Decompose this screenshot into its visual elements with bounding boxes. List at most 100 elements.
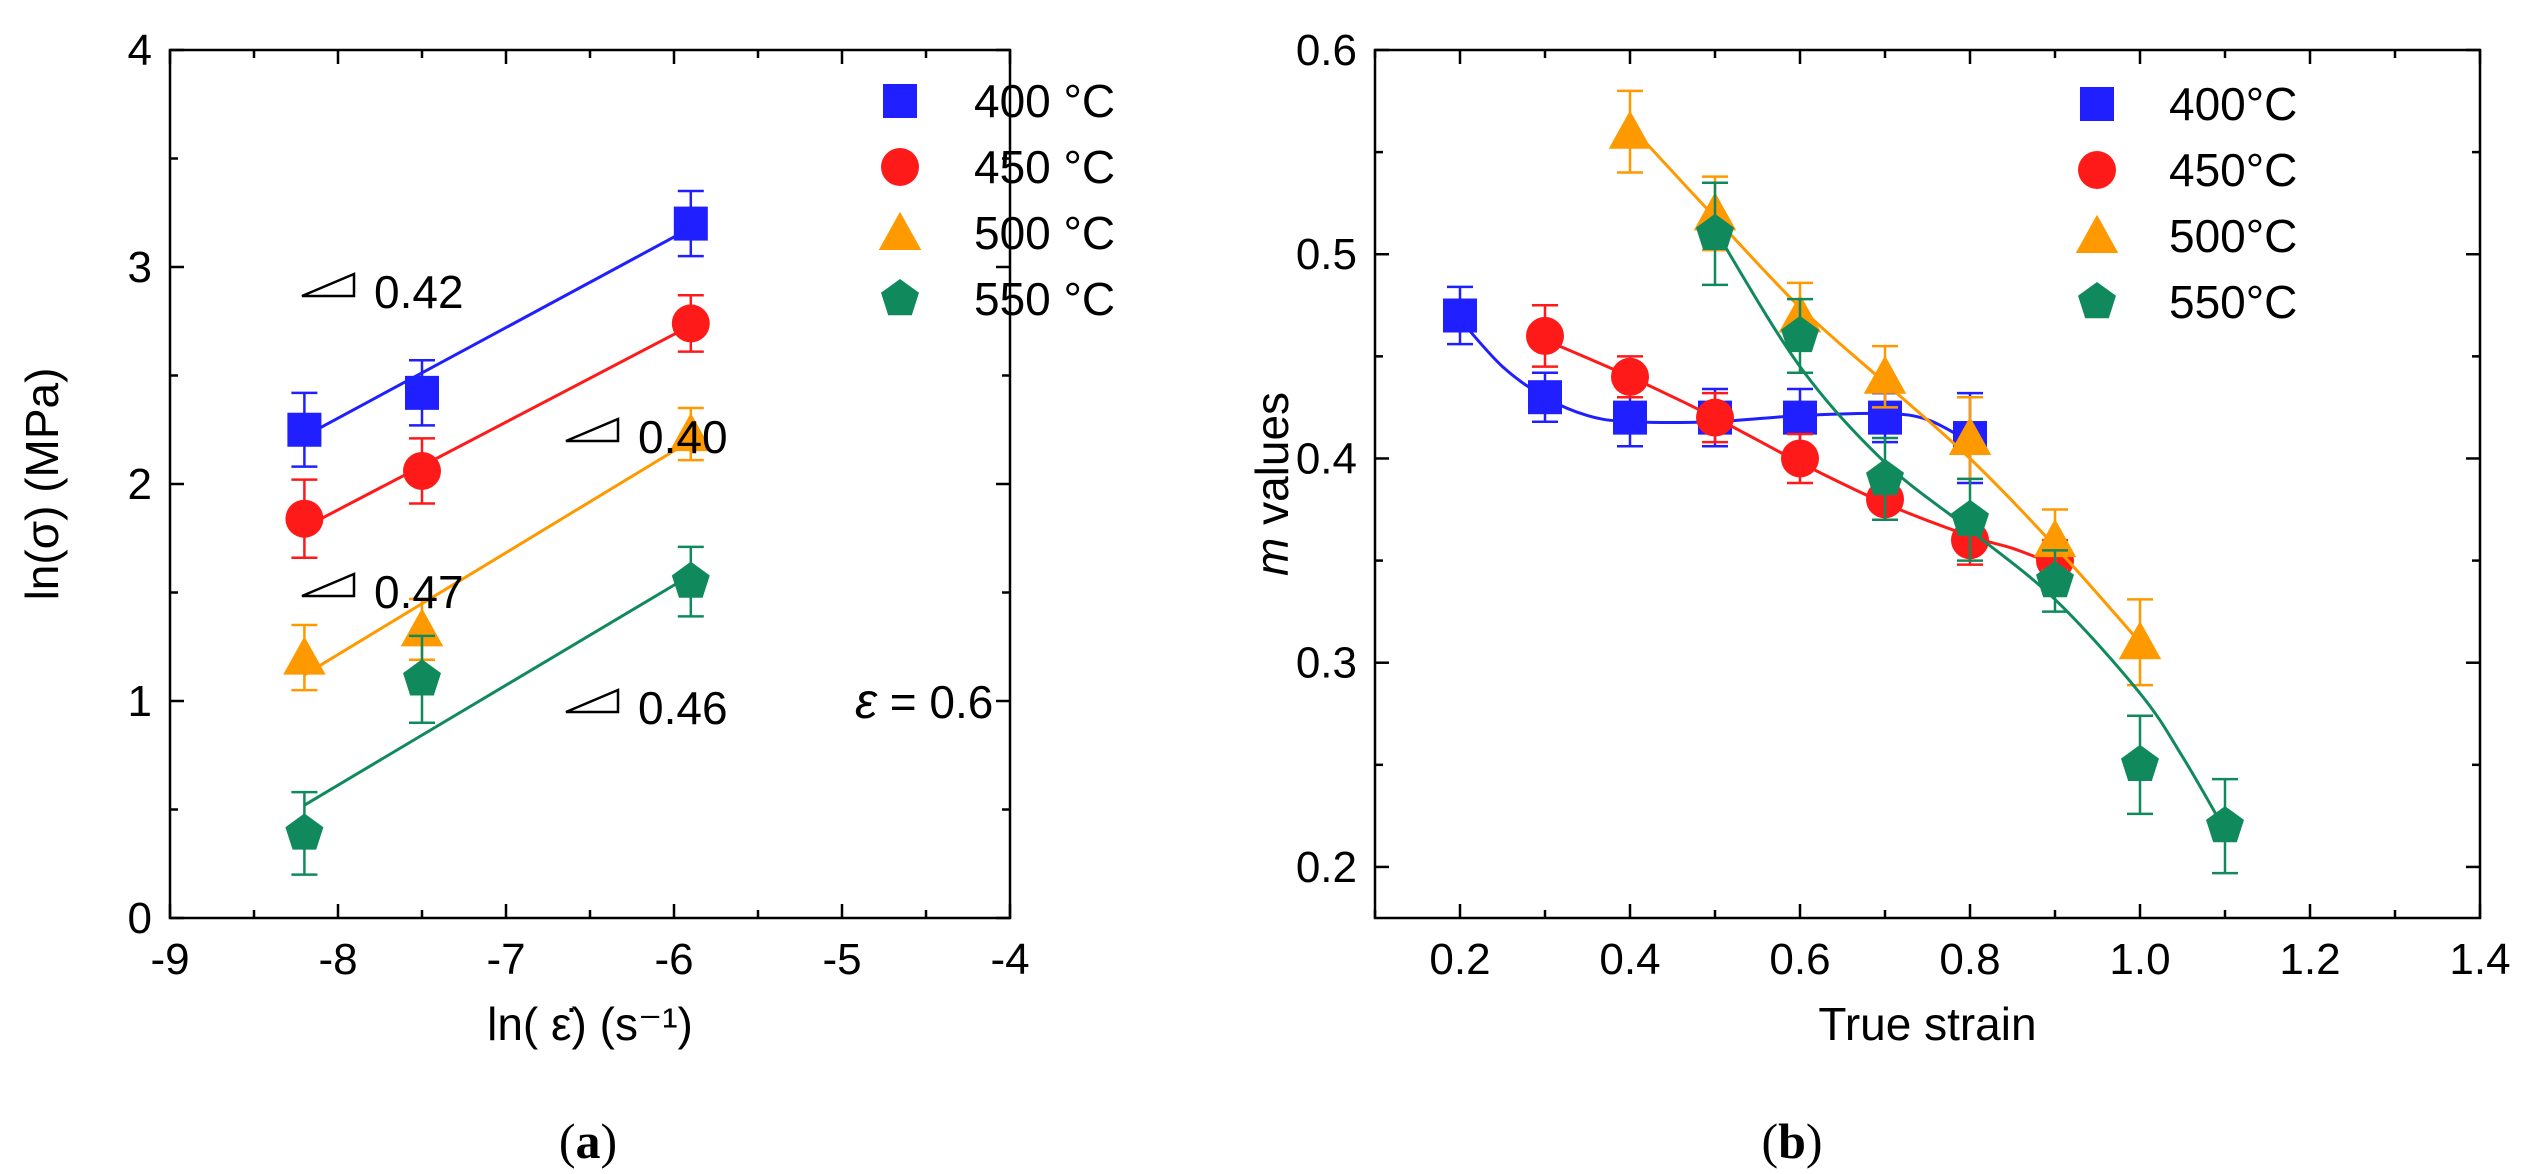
data-point [1443, 298, 1477, 333]
legend-marker-450-c [881, 148, 919, 186]
fit-line [303, 324, 692, 529]
legend-marker-400-c [883, 84, 917, 118]
data-point [1528, 380, 1562, 415]
legend-label-450-c: 450 °C [974, 141, 1115, 193]
data-point [1866, 458, 1904, 496]
legend-label-450-c: 450°C [2169, 144, 2297, 196]
y-tick-label: 0.4 [1296, 434, 1357, 483]
data-point [1611, 357, 1649, 396]
slope-label-400-c: 0.42 [374, 266, 464, 318]
data-point [669, 412, 713, 452]
legend-label-500-c: 500°C [2169, 210, 2297, 262]
slope-label-500-c: 0.47 [374, 566, 464, 618]
data-point [671, 561, 710, 598]
strain-value: = 0.6 [877, 676, 993, 728]
data-point [283, 636, 326, 675]
data-point [1613, 400, 1647, 435]
data-point [2206, 806, 2244, 843]
data-point [1781, 439, 1819, 478]
slope-triangle-550-c [565, 688, 620, 714]
series-500-c [1608, 89, 2162, 687]
legend-marker-550-c [2078, 282, 2116, 319]
y-tick-label: 0.5 [1296, 230, 1357, 279]
data-point [673, 206, 708, 241]
x-tick-label: 1.2 [2279, 935, 2340, 984]
slope-label-450-c: 0.40 [638, 411, 728, 463]
data-point [405, 375, 439, 410]
legend-label-550-c: 550 °C [974, 273, 1115, 325]
data-point [1696, 398, 1734, 437]
y-tick-label: 0.6 [1296, 26, 1357, 75]
x-tick-label: 0.6 [1769, 935, 1830, 984]
data-point [403, 451, 441, 490]
series-450-c [285, 293, 710, 560]
data-point [1781, 315, 1819, 353]
y-tick-label: 1 [128, 677, 152, 726]
legend-marker-400-c [2080, 87, 2114, 121]
data-point [285, 499, 324, 538]
x-tick-label: -4 [990, 935, 1029, 984]
y-tick-label: 0.2 [1296, 843, 1357, 892]
slope-triangle-450-c [565, 417, 620, 443]
panel-b-chart: 0.2 0.4 0.6 0.8 1.0 1.2 1.4 0.2 0.3 0.4 0.5 0.6 True… [1246, 26, 2511, 1050]
fit-line [303, 439, 692, 677]
data-point [1783, 400, 1817, 435]
strain-symbol: ε [855, 673, 878, 729]
data-point [403, 659, 441, 696]
data-point [2121, 744, 2159, 781]
y-axis-label-symbol: m [1246, 538, 1298, 576]
data-point [287, 412, 322, 447]
fit-line [303, 573, 692, 807]
data-point [2033, 518, 2077, 558]
y-axis-label-rest: values [1246, 392, 1298, 538]
data-point [1696, 213, 1734, 250]
plot-frame [168, 48, 1012, 920]
plot-frame [1373, 48, 2482, 920]
x-tick-label: -5 [822, 935, 861, 984]
slope-triangle-500-c [301, 572, 356, 598]
data-point [285, 813, 324, 850]
caption-a: (a) [559, 1113, 617, 1169]
slope-label-550-c: 0.46 [638, 682, 728, 734]
series-550-c [1696, 181, 2244, 875]
y-axis-label: m values [1246, 392, 1298, 576]
x-tick-label: 0.2 [1429, 935, 1490, 984]
series-400-c [287, 189, 708, 468]
x-tick-label: 0.8 [1939, 935, 2000, 984]
x-tick-label: 1.0 [2109, 935, 2170, 984]
strain-annotation: ε = 0.6 [855, 673, 993, 729]
y-tick-label: 0 [128, 894, 152, 943]
legend-marker-500-c [878, 211, 922, 250]
data-point [2118, 621, 2162, 660]
legend-marker-500-c [2075, 214, 2119, 253]
data-point [2036, 561, 2074, 598]
legend-label-400-c: 400 °C [974, 75, 1115, 127]
data-point [1608, 110, 1652, 149]
x-tick-label: 1.4 [2449, 935, 2510, 984]
data-point [1951, 499, 1989, 536]
x-tick-label: 0.4 [1599, 935, 1660, 984]
legend-label-400-c: 400°C [2169, 78, 2297, 130]
fit-line [303, 226, 692, 438]
data-point [1526, 316, 1564, 355]
data-point [1863, 355, 1907, 394]
x-axis-label: True strain [1818, 998, 2036, 1050]
slope-triangle-400-c [301, 272, 356, 298]
legend-marker-550-c [881, 279, 919, 316]
series-550-c [285, 545, 710, 876]
y-axis-label: ln(σ) (MPa) [16, 368, 68, 601]
x-tick-label: -8 [318, 935, 357, 984]
data-point [1948, 416, 1992, 456]
legend-label-500-c: 500 °C [974, 207, 1115, 259]
panel-a-chart: -9 -8 -7 -6 -5 -4 0 1 2 3 4 ln( ε̇) (s⁻¹) ln(σ) (MPa… [16, 26, 1115, 1050]
x-tick-label: -6 [654, 935, 693, 984]
data-point [671, 304, 710, 343]
caption-b: (b) [1761, 1113, 1822, 1169]
legend-marker-450-c [2078, 151, 2116, 189]
y-tick-label: 0.3 [1296, 639, 1357, 688]
series-400-c [1443, 285, 1987, 485]
y-tick-label: 2 [128, 460, 152, 509]
y-tick-label: 3 [128, 243, 152, 292]
x-axis-label: ln( ε̇) (s⁻¹) [487, 998, 693, 1050]
